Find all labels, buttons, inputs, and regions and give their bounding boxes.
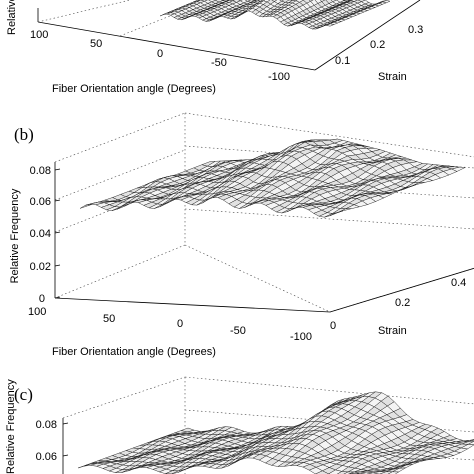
panel-b-ztick-0.02: 0.02 bbox=[30, 261, 51, 273]
panel-a-xtick-neg100: -100 bbox=[268, 71, 290, 83]
panel-b-ylabel: Strain bbox=[378, 325, 407, 337]
panel-c-surface bbox=[77, 391, 474, 474]
panel-b-ytick-0.4: 0.4 bbox=[451, 277, 466, 289]
panel-b-label: (b) bbox=[14, 125, 34, 144]
panel-b-ztick-0.08: 0.08 bbox=[30, 165, 51, 177]
panel-a-ytick-0.3: 0.3 bbox=[408, 24, 423, 36]
panel-b-xtick-neg50: -50 bbox=[230, 325, 246, 337]
panel-b-xtick-0: 0 bbox=[177, 318, 183, 330]
panel-c-ztick-0.06: 0.06 bbox=[36, 451, 57, 463]
panel-a-zlabel: Relative Frequency bbox=[6, 0, 18, 35]
panel-a: Relative Frequency 100 50 0 -50 -100 0.1… bbox=[6, 0, 423, 95]
surface-facet bbox=[325, 23, 335, 27]
surface-facet bbox=[387, 471, 400, 474]
panel-a-surface bbox=[159, 0, 391, 30]
panel-c-ztick-0.08: 0.08 bbox=[36, 419, 57, 431]
surface-facet bbox=[329, 210, 344, 217]
panel-a-xtick-50: 50 bbox=[90, 38, 102, 50]
panel-a-xtick-neg50: -50 bbox=[211, 57, 227, 69]
panel-b-xtick-50: 50 bbox=[103, 313, 115, 325]
panel-a-ytick-0.1: 0.1 bbox=[335, 55, 350, 67]
panel-b-ytick-0: 0 bbox=[330, 320, 336, 332]
panel-a-ylabel: Strain bbox=[378, 71, 407, 83]
panel-b-ztick-marks bbox=[54, 168, 61, 299]
panel-b-ztick-0.06: 0.06 bbox=[30, 196, 51, 208]
panel-b-zlabel: Relative Frequency bbox=[9, 188, 21, 283]
panel-b-xtick-neg100: -100 bbox=[290, 331, 312, 343]
panel-b-ztick-0.04: 0.04 bbox=[30, 228, 51, 240]
panel-c-label: (c) bbox=[14, 385, 33, 404]
panel-b-ytick-0.2: 0.2 bbox=[395, 297, 410, 309]
panel-b-xlabel: Fiber Orientation angle (Degrees) bbox=[52, 346, 216, 358]
panel-a-xtick-100: 100 bbox=[30, 29, 48, 41]
panel-b-surface bbox=[79, 138, 466, 218]
panel-a-ytick-0.2: 0.2 bbox=[370, 39, 385, 51]
panel-b: (b) 0 0.02 0.04 0.0 bbox=[9, 112, 474, 358]
panel-a-xlabel: Fiber Orientation angle (Degrees) bbox=[52, 83, 216, 95]
panel-b-xtick-100: 100 bbox=[28, 306, 46, 318]
panel-b-frame bbox=[54, 112, 474, 313]
panel-a-xtick-0: 0 bbox=[157, 48, 163, 60]
panel-c: (c) 0.08 0.06 Relative Frequency bbox=[5, 376, 474, 474]
panel-b-ztick-0: 0 bbox=[39, 293, 45, 305]
panel-c-zlabel: Relative Frequency bbox=[5, 379, 17, 474]
